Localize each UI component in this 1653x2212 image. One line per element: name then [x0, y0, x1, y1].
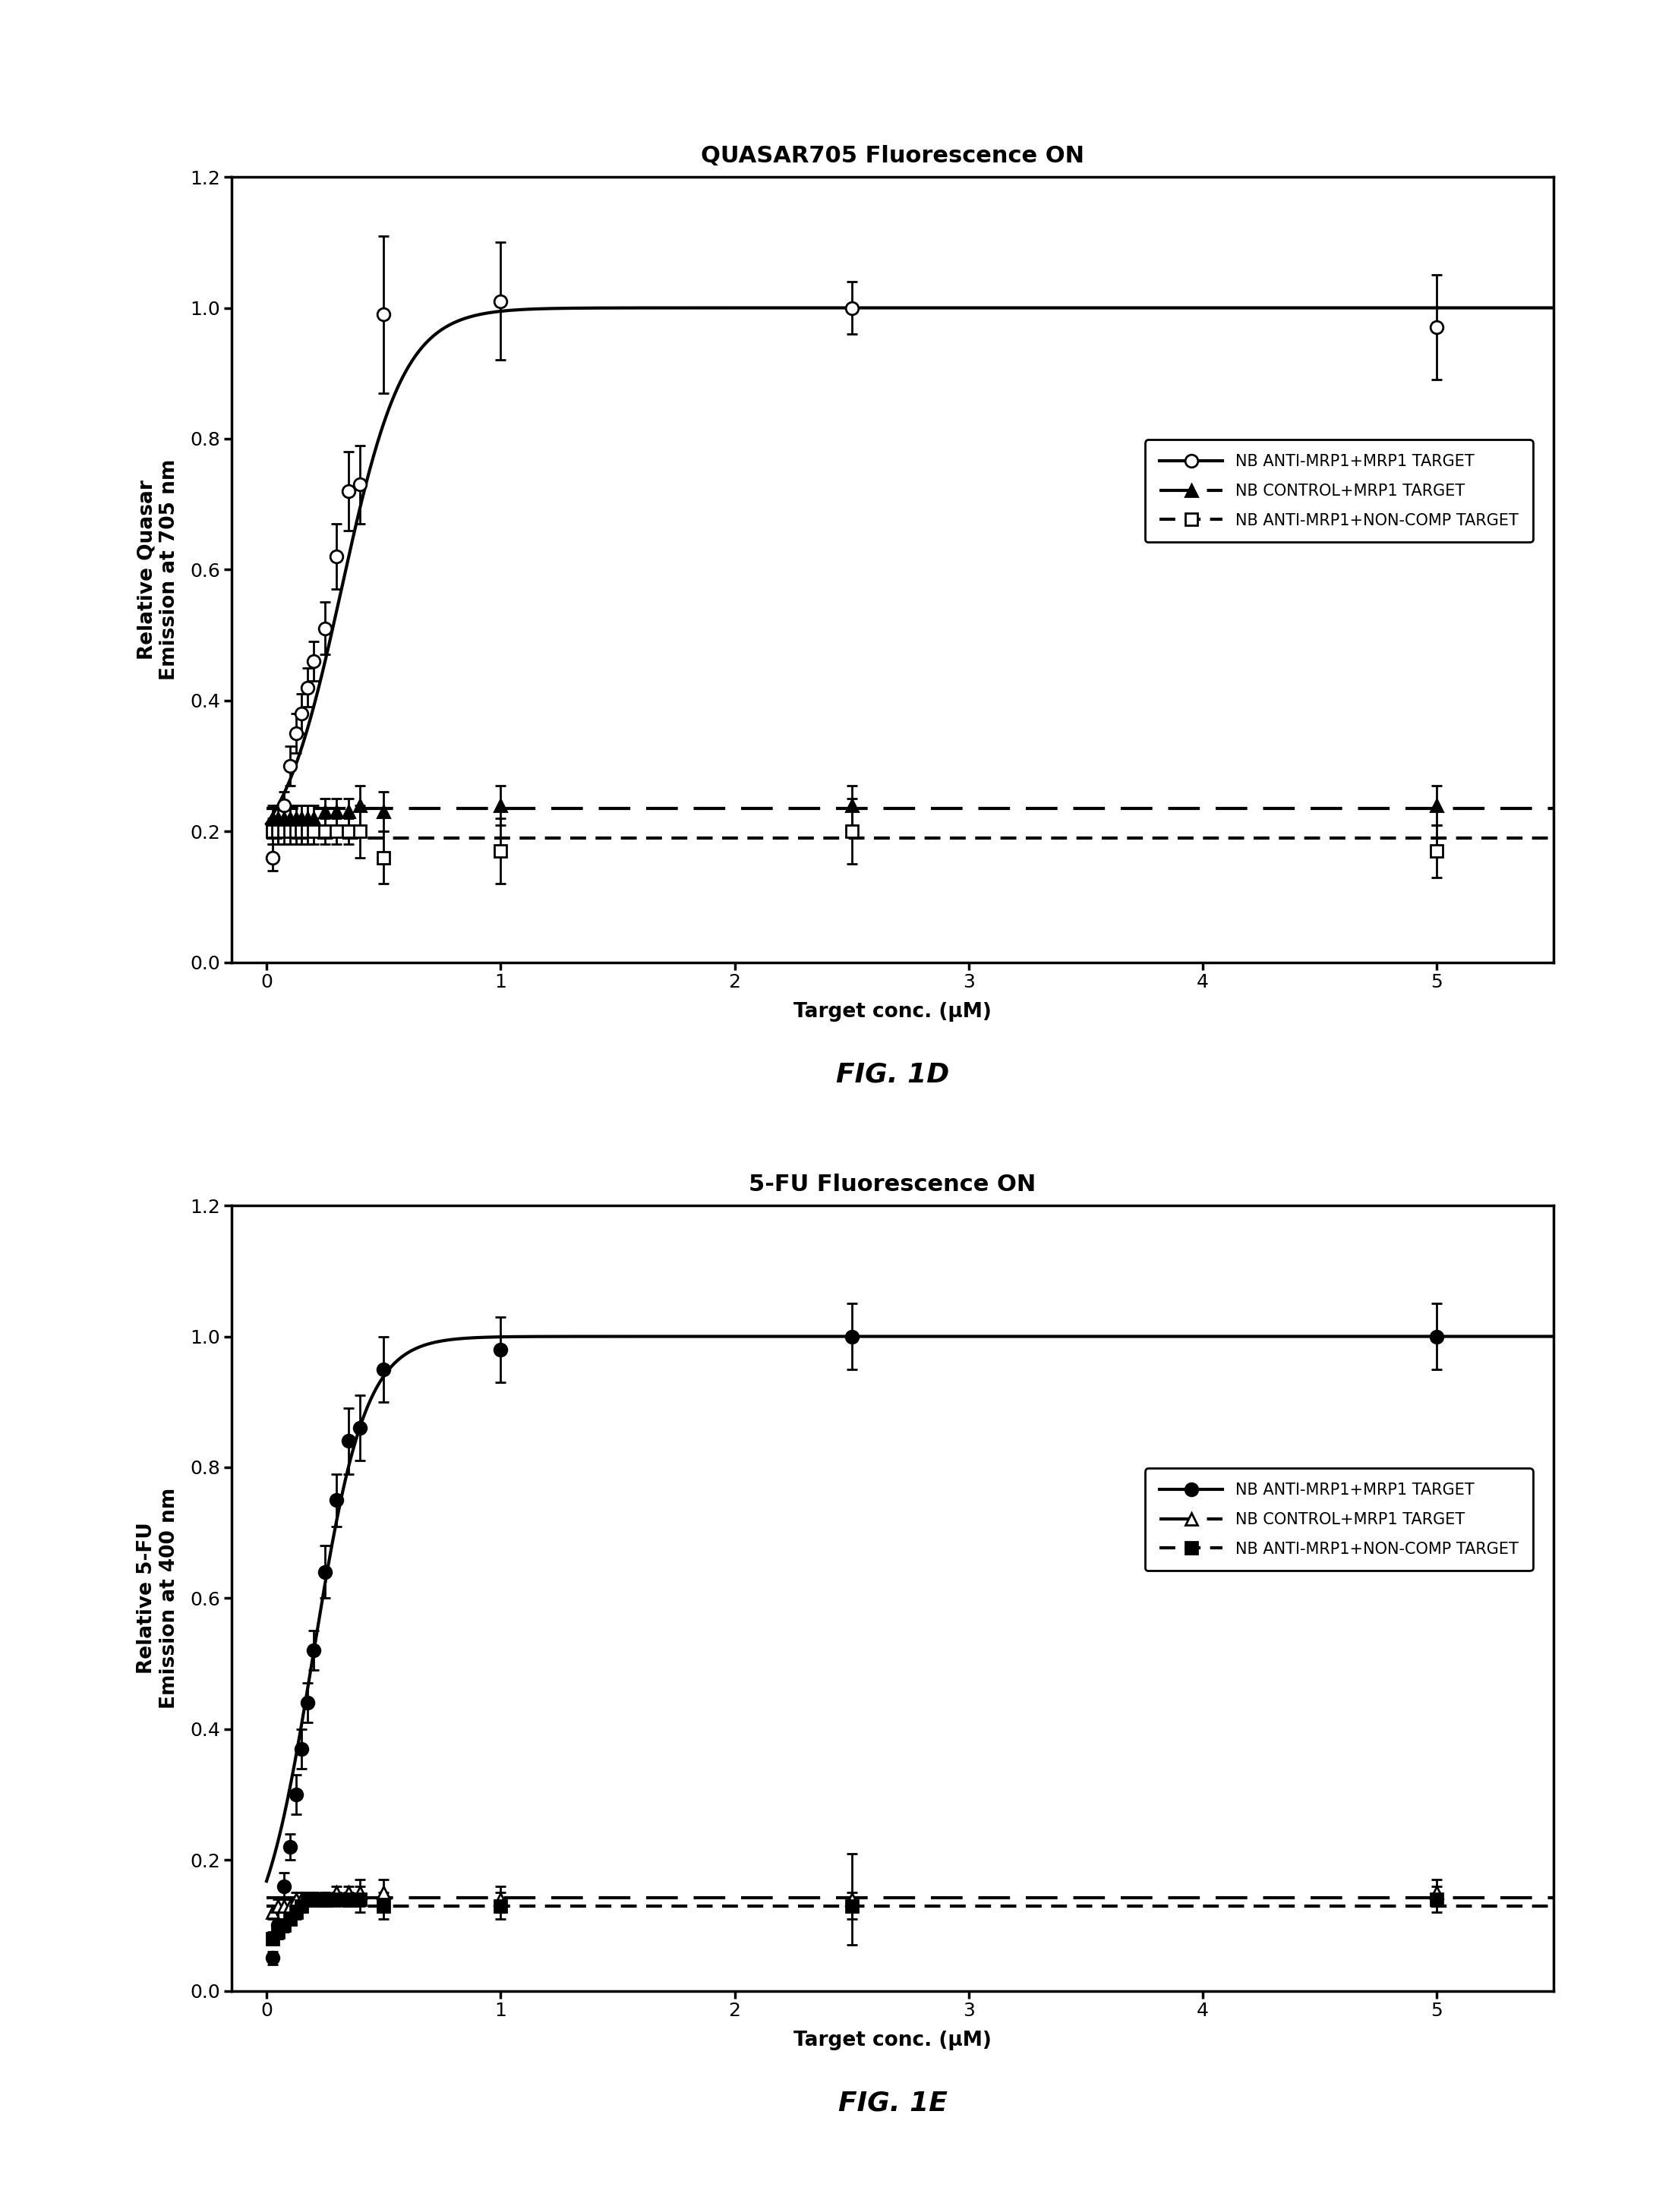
Legend: NB ANTI-MRP1+MRP1 TARGET, NB CONTROL+MRP1 TARGET, NB ANTI-MRP1+NON-COMP TARGET: NB ANTI-MRP1+MRP1 TARGET, NB CONTROL+MRP…: [1146, 1469, 1532, 1571]
Legend: NB ANTI-MRP1+MRP1 TARGET, NB CONTROL+MRP1 TARGET, NB ANTI-MRP1+NON-COMP TARGET: NB ANTI-MRP1+MRP1 TARGET, NB CONTROL+MRP…: [1146, 440, 1532, 542]
Y-axis label: Relative Quasar
Emission at 705 nm: Relative Quasar Emission at 705 nm: [137, 460, 180, 679]
Text: FIG. 1E: FIG. 1E: [838, 2090, 947, 2117]
Text: FIG. 1D: FIG. 1D: [836, 1062, 949, 1088]
X-axis label: Target conc. (μM): Target conc. (μM): [793, 2031, 992, 2051]
X-axis label: Target conc. (μM): Target conc. (μM): [793, 1002, 992, 1022]
Title: QUASAR705 Fluorescence ON: QUASAR705 Fluorescence ON: [701, 144, 1084, 166]
Title: 5-FU Fluorescence ON: 5-FU Fluorescence ON: [749, 1172, 1036, 1194]
Y-axis label: Relative 5-FU
Emission at 400 nm: Relative 5-FU Emission at 400 nm: [137, 1489, 180, 1708]
